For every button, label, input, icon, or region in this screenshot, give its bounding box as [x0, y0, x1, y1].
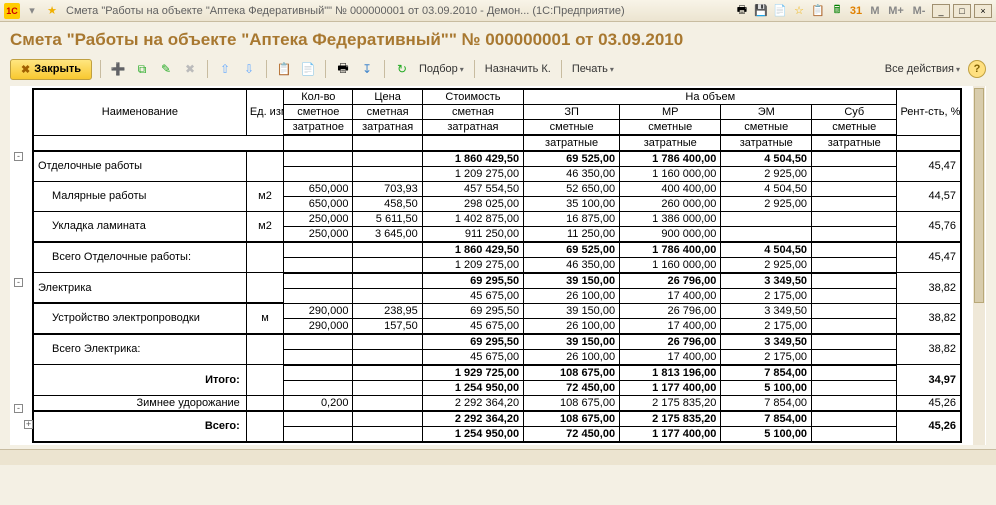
statusbar — [0, 449, 996, 465]
sub-header: затратные — [620, 135, 721, 151]
separator — [474, 60, 475, 78]
app-logo-icon: 1C — [4, 3, 20, 19]
sub-header: сметные — [620, 120, 721, 136]
sub-header: МР — [620, 105, 721, 120]
col-unit: Ед. изм. — [246, 89, 283, 135]
col-cost: Стоимость — [422, 89, 523, 105]
col-rent: Рент-сть, % — [897, 89, 961, 135]
refresh-icon[interactable]: ↻ — [393, 60, 411, 78]
table-row[interactable]: Укладка ламината м2 250,000 5 611,50 1 4… — [33, 211, 961, 226]
print-toolbar-icon[interactable]: 🖶 — [334, 60, 352, 78]
document-title: Смета "Работы на объекте "Аптека Федерат… — [10, 30, 986, 50]
titlebar: 1C ▾ ★ Смета "Работы на объекте "Аптека … — [0, 0, 996, 22]
table-row[interactable]: Всего: 2 292 364,20 108 675,00 2 175 835… — [33, 411, 961, 427]
calc-icon[interactable]: 🖩 — [829, 3, 845, 19]
arrow-down-icon[interactable]: ↧ — [358, 60, 376, 78]
add-icon[interactable]: ➕ — [109, 60, 127, 78]
col-qty: Кол-во — [284, 89, 353, 105]
col-name: Наименование — [33, 89, 246, 135]
delete-icon[interactable]: ✖ — [181, 60, 199, 78]
table-row[interactable]: Малярные работы м2 650,000 703,93 457 55… — [33, 181, 961, 196]
paste-icon[interactable]: 📄 — [299, 60, 317, 78]
sub-header: сметная — [422, 105, 523, 120]
sub-header: затратная — [353, 120, 422, 136]
collapse-icon[interactable]: - — [14, 278, 23, 287]
window-title: Смета "Работы на объекте "Аптека Федерат… — [66, 5, 625, 17]
m-plus-button[interactable]: M+ — [886, 3, 906, 19]
fav-star-icon[interactable]: ☆ — [791, 3, 807, 19]
copy-add-icon[interactable]: ⧉ — [133, 60, 151, 78]
move-up-icon[interactable]: ⇧ — [216, 60, 234, 78]
sub-header: затратные — [524, 135, 620, 151]
close-label: Закрыть — [34, 63, 81, 75]
table-row[interactable]: Итого: 1 929 725,00 108 675,00 1 813 196… — [33, 365, 961, 381]
vertical-scrollbar[interactable] — [973, 86, 985, 445]
m-minus-button[interactable]: M- — [909, 3, 929, 19]
sub-header: затратные — [812, 135, 897, 151]
table-row[interactable]: Устройство электропроводки м 290,000 238… — [33, 303, 961, 318]
separator — [266, 60, 267, 78]
close-button[interactable]: ✖ Закрыть — [10, 59, 92, 80]
print-icon[interactable]: 🖶 — [734, 3, 750, 19]
separator — [207, 60, 208, 78]
table-row[interactable]: Всего Отделочные работы: 1 860 429,50 69… — [33, 242, 961, 258]
separator — [325, 60, 326, 78]
move-down-icon[interactable]: ⇩ — [240, 60, 258, 78]
table-row[interactable]: Электрика 69 295,50 39 150,00 26 796,00 … — [33, 273, 961, 289]
maximize-button[interactable]: □ — [953, 4, 971, 18]
close-x-icon: ✖ — [21, 63, 30, 76]
separator — [100, 60, 101, 78]
calendar-icon[interactable]: 31 — [848, 3, 864, 19]
sub-header: Суб — [812, 105, 897, 120]
col-volume: На объем — [524, 89, 897, 105]
help-icon[interactable]: ? — [968, 60, 986, 78]
sub-header: ЭМ — [721, 105, 812, 120]
table-row[interactable]: Зимнее удорожание 0,200 2 292 364,20 108… — [33, 395, 961, 411]
sub-header: сметная — [353, 105, 422, 120]
sub-header: затратные — [721, 135, 812, 151]
col-price: Цена — [353, 89, 422, 105]
star-icon[interactable]: ★ — [44, 3, 60, 19]
copy-icon[interactable]: 📋 — [275, 60, 293, 78]
sub-header: затратная — [422, 120, 523, 136]
toolbar: ✖ Закрыть ➕ ⧉ ✎ ✖ ⇧ ⇩ 📋 📄 🖶 ↧ ↻ Подбор Н… — [10, 56, 986, 82]
save-icon[interactable]: 💾 — [753, 3, 769, 19]
select-button[interactable]: Подбор — [417, 63, 466, 75]
doc-icon[interactable]: 📄 — [772, 3, 788, 19]
sub-header: сметные — [524, 120, 620, 136]
sub-header: затратное — [284, 120, 353, 136]
separator — [384, 60, 385, 78]
sub-header: сметное — [284, 105, 353, 120]
m-button[interactable]: M — [867, 3, 883, 19]
collapse-icon[interactable]: - — [14, 152, 23, 161]
separator — [561, 60, 562, 78]
grid-container: - - - + Наименование Ед. изм. Кол-во Цен… — [10, 86, 986, 445]
estimates-table: Наименование Ед. изм. Кол-во Цена Стоимо… — [32, 88, 962, 443]
minimize-button[interactable]: _ — [932, 4, 950, 18]
close-window-button[interactable]: × — [974, 4, 992, 18]
edit-icon[interactable]: ✎ — [157, 60, 175, 78]
sub-header: ЗП — [524, 105, 620, 120]
sub-header: сметные — [721, 120, 812, 136]
assign-button[interactable]: Назначить К. — [483, 63, 553, 75]
print-menu[interactable]: Печать — [570, 63, 616, 75]
table-row[interactable]: Всего Электрика: 69 295,50 39 150,00 26 … — [33, 334, 961, 350]
all-actions-menu[interactable]: Все действия — [883, 63, 962, 75]
table-row[interactable]: Отделочные работы 1 860 429,50 69 525,00… — [33, 151, 961, 167]
clipboard-icon[interactable]: 📋 — [810, 3, 826, 19]
dropdown-icon[interactable]: ▾ — [24, 3, 40, 19]
collapse-icon[interactable]: - — [14, 404, 23, 413]
expand-icon[interactable]: + — [24, 420, 33, 429]
sub-header: сметные — [812, 120, 897, 136]
